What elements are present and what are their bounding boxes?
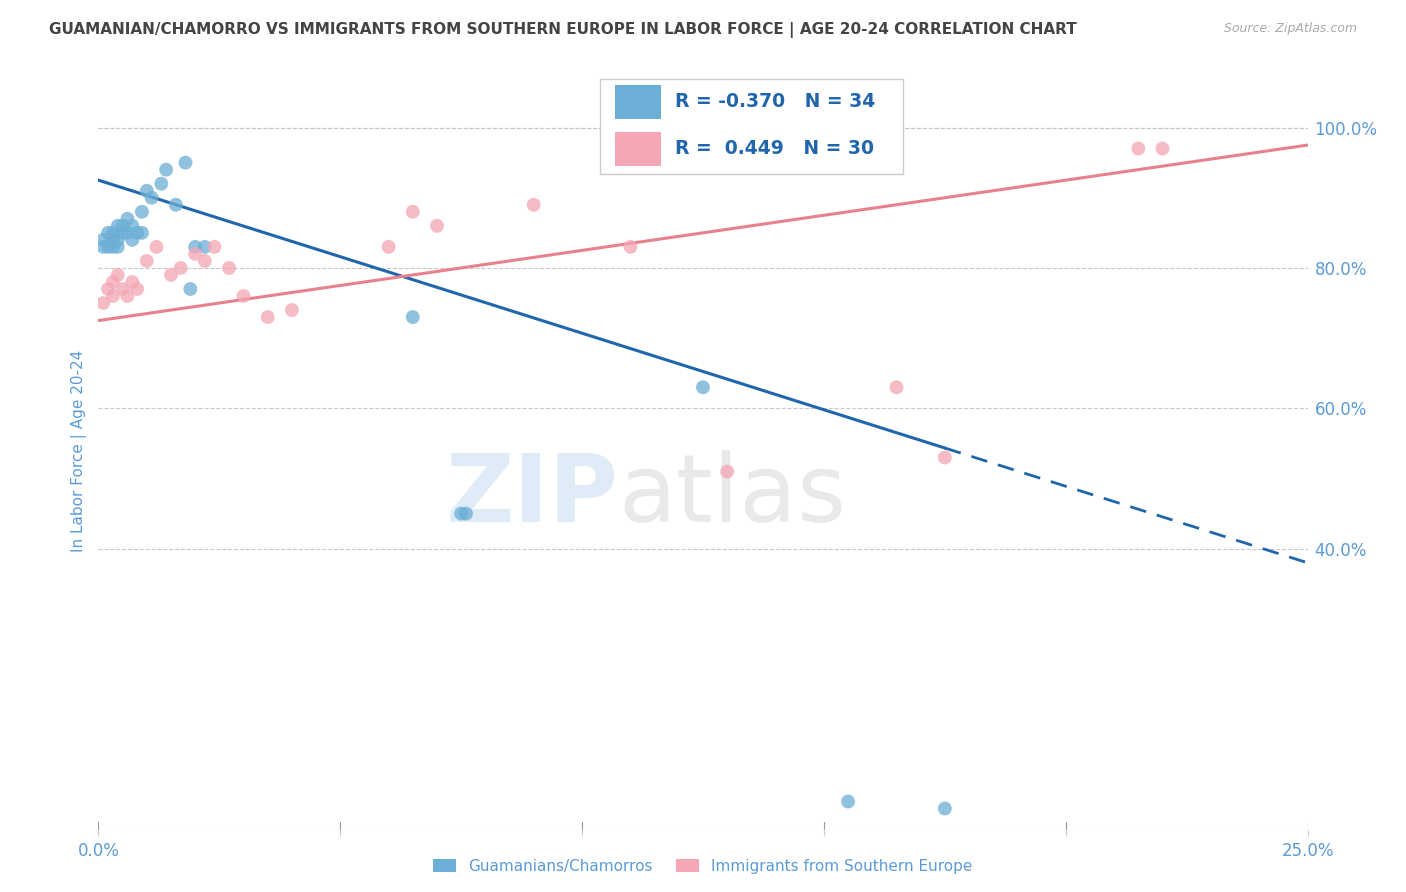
Point	[184, 247, 207, 261]
Point	[107, 233, 129, 247]
Text: R = -0.370   N = 34: R = -0.370 N = 34	[675, 92, 876, 111]
Point	[97, 226, 120, 240]
Point	[117, 289, 139, 303]
Point	[121, 275, 143, 289]
Point	[1128, 142, 1150, 156]
Point	[101, 233, 124, 247]
Point	[619, 240, 641, 254]
Point	[135, 254, 157, 268]
Point	[256, 310, 278, 324]
Point	[174, 155, 197, 169]
Point	[218, 260, 240, 275]
Point	[934, 450, 956, 465]
Point	[107, 219, 129, 233]
Point	[101, 226, 124, 240]
Point	[179, 282, 201, 296]
Point	[426, 219, 449, 233]
Point	[281, 303, 304, 318]
Point	[117, 211, 139, 226]
Text: atlas: atlas	[619, 450, 846, 542]
Y-axis label: In Labor Force | Age 20-24: In Labor Force | Age 20-24	[72, 350, 87, 551]
Point	[135, 184, 157, 198]
Point	[837, 795, 859, 809]
Point	[402, 204, 425, 219]
Point	[692, 380, 714, 394]
Point	[91, 240, 114, 254]
Point	[97, 282, 120, 296]
Point	[150, 177, 173, 191]
Point	[117, 226, 139, 240]
Point	[107, 268, 129, 282]
Point	[131, 226, 153, 240]
Point	[107, 240, 129, 254]
Point	[523, 198, 546, 212]
Text: ZIP: ZIP	[446, 450, 619, 542]
Point	[886, 380, 908, 394]
Point	[131, 204, 153, 219]
Point	[194, 254, 217, 268]
Point	[204, 240, 226, 254]
Point	[101, 275, 124, 289]
Point	[402, 310, 425, 324]
FancyBboxPatch shape	[614, 85, 661, 119]
Point	[121, 219, 143, 233]
Point	[194, 240, 217, 254]
Point	[377, 240, 399, 254]
Point	[97, 240, 120, 254]
Text: Source: ZipAtlas.com: Source: ZipAtlas.com	[1223, 22, 1357, 36]
Point	[111, 226, 134, 240]
Text: R =  0.449   N = 30: R = 0.449 N = 30	[675, 139, 875, 158]
Point	[127, 226, 149, 240]
Legend: Guamanians/Chamorros, Immigrants from Southern Europe: Guamanians/Chamorros, Immigrants from So…	[427, 853, 979, 880]
Point	[716, 465, 738, 479]
Point	[101, 240, 124, 254]
Point	[91, 233, 114, 247]
FancyBboxPatch shape	[600, 79, 903, 174]
Point	[1152, 142, 1174, 156]
Point	[184, 240, 207, 254]
Point	[169, 260, 191, 275]
Point	[127, 282, 149, 296]
FancyBboxPatch shape	[614, 132, 661, 166]
Point	[934, 801, 956, 815]
Point	[101, 289, 124, 303]
Point	[111, 282, 134, 296]
Point	[111, 219, 134, 233]
Point	[232, 289, 254, 303]
Text: GUAMANIAN/CHAMORRO VS IMMIGRANTS FROM SOUTHERN EUROPE IN LABOR FORCE | AGE 20-24: GUAMANIAN/CHAMORRO VS IMMIGRANTS FROM SO…	[49, 22, 1077, 38]
Point	[454, 507, 477, 521]
Point	[155, 162, 177, 177]
Point	[145, 240, 167, 254]
Point	[450, 507, 472, 521]
Point	[121, 233, 143, 247]
Point	[141, 191, 163, 205]
Point	[160, 268, 183, 282]
Point	[165, 198, 187, 212]
Point	[91, 296, 114, 310]
